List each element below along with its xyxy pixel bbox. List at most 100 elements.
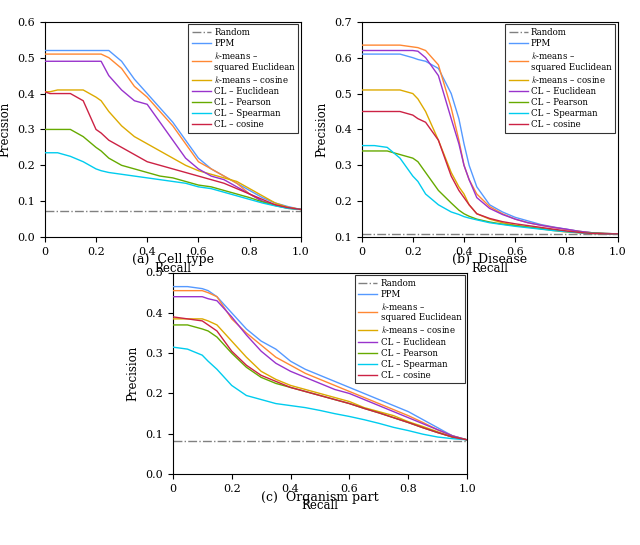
CL – Spearman [169, 178, 177, 185]
$k$-means – cosine [284, 204, 292, 210]
CL – cosine [358, 108, 365, 115]
CL – Euclidean [92, 58, 100, 64]
CL – Euclidean [284, 205, 292, 211]
$k$-means – cosine [105, 108, 113, 115]
CL – Spearman [92, 166, 100, 172]
CL – Euclidean [371, 47, 378, 54]
CL – Pearson [243, 364, 250, 371]
CL – cosine [537, 224, 545, 231]
CL – Pearson [588, 230, 596, 237]
PPM [182, 137, 189, 143]
CL – Spearman [511, 223, 519, 229]
CL – cosine [447, 173, 455, 179]
$k$-means – cosine [614, 231, 621, 237]
PPM [316, 372, 324, 379]
CL – Spearman [182, 180, 189, 186]
CL – Euclidean [257, 348, 265, 354]
CL – cosine [207, 177, 215, 183]
$k$-means – cosine [131, 134, 138, 140]
$k$-means –
squared Euclidean [105, 54, 113, 61]
CL – cosine [220, 180, 228, 186]
CL – Pearson [575, 229, 583, 235]
CL – Pearson [465, 213, 473, 220]
PPM [233, 180, 241, 186]
CL – Pearson [79, 134, 87, 140]
CL – cosine [455, 187, 463, 193]
CL – Spearman [97, 167, 105, 174]
CL – Euclidean [213, 298, 221, 304]
CL – Euclidean [447, 116, 455, 122]
Y-axis label: Precision: Precision [0, 102, 12, 157]
CL – cosine [156, 162, 164, 168]
PPM [499, 209, 506, 215]
$k$-means – cosine [156, 148, 164, 154]
PPM [272, 346, 280, 353]
$k$-means –
squared Euclidean [220, 173, 228, 179]
CL – Spearman [463, 437, 471, 443]
$k$-means –
squared Euclidean [184, 287, 191, 294]
CL – Pearson [131, 166, 138, 172]
CL – cosine [371, 108, 378, 115]
CL – Pearson [257, 374, 265, 380]
$k$-means – cosine [360, 404, 368, 411]
PPM [67, 47, 74, 54]
$k$-means –
squared Euclidean [447, 105, 455, 111]
$k$-means – cosine [169, 316, 177, 322]
PPM [465, 162, 473, 168]
CL – Pearson [97, 148, 105, 154]
CL – cosine [257, 372, 265, 379]
CL – Spearman [331, 410, 339, 417]
CL – cosine [271, 202, 279, 208]
CL – Spearman [284, 205, 292, 211]
PPM [297, 206, 305, 213]
CL – Spearman [550, 227, 557, 234]
Line: $k$-means –
squared Euclidean: $k$-means – squared Euclidean [45, 54, 301, 209]
PPM [287, 358, 294, 365]
CL – Euclidean [272, 360, 280, 366]
Text: (c)  Organism part: (c) Organism part [261, 490, 379, 504]
CL – Euclidean [614, 231, 621, 237]
CL – Pearson [460, 210, 468, 217]
$k$-means –
squared Euclidean [257, 342, 265, 348]
$k$-means –
squared Euclidean [434, 427, 442, 433]
$k$-means –
squared Euclidean [331, 382, 339, 389]
CL – cosine [195, 173, 202, 179]
CL – Pearson [233, 191, 241, 197]
CL – Pearson [272, 380, 280, 387]
CL – Pearson [455, 207, 463, 214]
PPM [346, 384, 353, 391]
CL – cosine [131, 152, 138, 158]
CL – Spearman [383, 144, 391, 150]
CL – Pearson [371, 148, 378, 154]
CL – cosine [92, 126, 100, 133]
CL – Euclidean [404, 414, 412, 421]
PPM [301, 366, 309, 373]
PPM [396, 51, 404, 57]
PPM [54, 47, 61, 54]
CL – cosine [41, 88, 49, 95]
CL – Euclidean [207, 173, 215, 179]
CL – Spearman [524, 225, 532, 231]
Line: CL – Spearman: CL – Spearman [45, 153, 301, 209]
CL – Euclidean [243, 332, 250, 338]
$k$-means – cosine [233, 178, 241, 185]
PPM [204, 287, 212, 294]
PPM [409, 54, 417, 61]
$k$-means –
squared Euclidean [396, 42, 404, 49]
PPM [97, 47, 105, 54]
CL – Pearson [169, 174, 177, 181]
Line: PPM: PPM [45, 51, 301, 209]
CL – Euclidean [228, 313, 236, 320]
Line: CL – Euclidean: CL – Euclidean [362, 51, 618, 234]
PPM [447, 90, 455, 97]
CL – Euclidean [473, 195, 481, 201]
CL – Euclidean [449, 433, 456, 439]
Line: CL – cosine: CL – cosine [45, 92, 301, 209]
CL – Spearman [143, 174, 151, 181]
CL – Spearman [396, 155, 404, 161]
CL – cosine [465, 202, 473, 208]
$k$-means –
squared Euclidean [182, 141, 189, 147]
PPM [463, 437, 471, 443]
CL – Spearman [259, 199, 266, 206]
CL – cosine [588, 230, 596, 237]
